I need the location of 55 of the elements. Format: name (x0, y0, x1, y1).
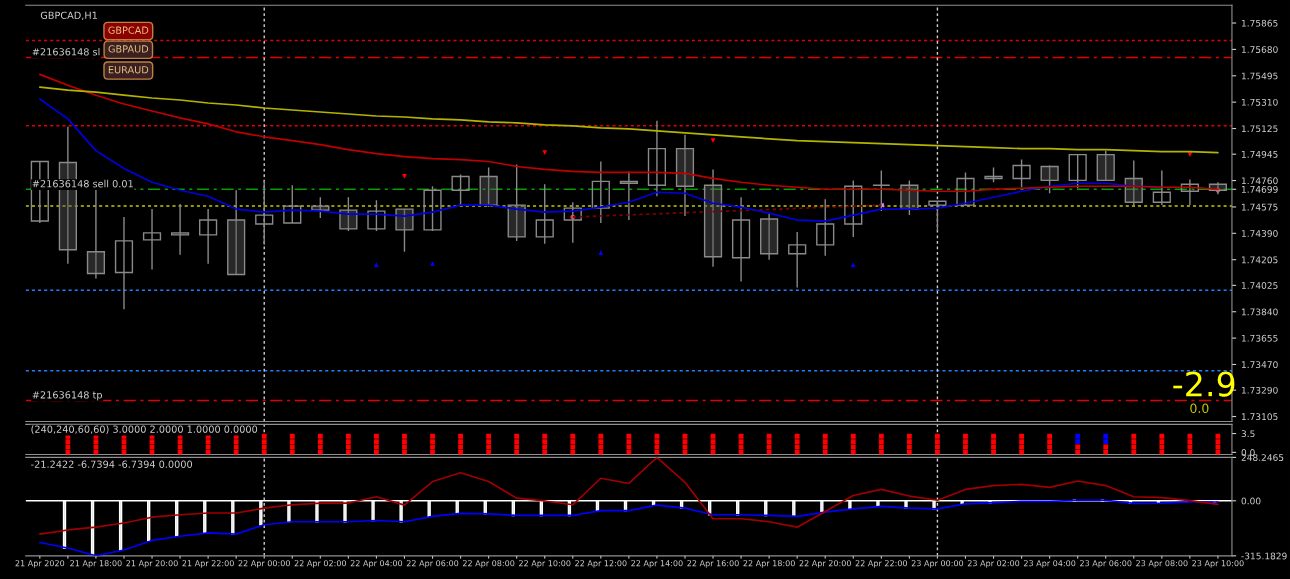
annotation: GBPCAD (108, 26, 149, 34)
annotation: -2.9 (1173, 371, 1235, 397)
y-tick-label: 1.75865 (1241, 19, 1278, 27)
x-tick-label: 23 Apr 06:00 (1080, 560, 1132, 568)
y-tick-label: 248.2465 (1241, 454, 1284, 461)
ref-line-label: #21636148 tp (32, 391, 102, 401)
y-tick-label: 1.73105 (1241, 413, 1278, 421)
x-tick-label: 23 Apr 04:00 (1023, 560, 1076, 568)
y-tick-label: 1.75310 (1241, 98, 1278, 106)
x-tick-label: 22 Apr 16:00 (687, 560, 739, 568)
annotation: 0.0 (1190, 403, 1209, 414)
annotation: GBPAUD (108, 45, 149, 53)
y-tick-label: 1.75125 (1241, 125, 1278, 133)
x-tick-label: 23 Apr 00:00 (911, 560, 964, 568)
y-tick-label: 1.73470 (1241, 361, 1278, 369)
y-tick-label: 1.74575 (1241, 203, 1278, 211)
x-tick-label: 22 Apr 08:00 (462, 560, 515, 568)
y-tick-label: 1.73655 (1241, 334, 1278, 342)
y-tick-label: 1.74390 (1241, 230, 1278, 237)
chart-title: (240,240,60,60) 3.0000 2.0000 1.0000 0.0000 (31, 425, 258, 434)
x-tick-label: 22 Apr 00:00 (238, 560, 290, 568)
y-tick-label: 1.75680 (1241, 46, 1278, 53)
x-tick-label: 21 Apr 2020 (15, 560, 65, 568)
y-tick-label: 1.73840 (1241, 308, 1278, 316)
x-tick-label: 22 Apr 12:00 (575, 560, 627, 568)
x-tick-label: 22 Apr 14:00 (631, 560, 683, 568)
y-tick-label: 1.74760 (1241, 177, 1278, 185)
y-tick-label: 1.74945 (1241, 150, 1278, 158)
x-tick-label: 23 Apr 08:00 (1136, 560, 1188, 568)
y-tick-label: 1.74699 (1241, 186, 1278, 193)
ref-line-label: #21636148 sell 0.01 (32, 179, 133, 188)
annotation: EURAUD (108, 66, 149, 74)
text: GBPCAD,H1 (40, 11, 97, 20)
x-tick-label: 23 Apr 02:00 (967, 560, 1020, 568)
x-tick-label: 21 Apr 20:00 (126, 560, 178, 568)
y-tick-label: 1.75495 (1241, 72, 1278, 80)
x-tick-label: 22 Apr 02:00 (294, 560, 347, 568)
y-tick-label: 0.0 (1241, 449, 1255, 456)
x-tick-label: 22 Apr 04:00 (350, 560, 403, 568)
y-tick-label: 1.73290 (1241, 386, 1278, 394)
chart-title: -21.2422 -6.7394 -6.7394 0.0000 (31, 460, 193, 468)
x-tick-label: 22 Apr 10:00 (519, 560, 571, 568)
y-tick-label: 3.5 (1241, 430, 1255, 438)
y-tick-label: 1.74205 (1241, 256, 1278, 264)
y-tick-label: -315.1829 (1241, 552, 1287, 560)
x-tick-label: 22 Apr 06:00 (406, 560, 459, 568)
x-tick-label: 21 Apr 22:00 (182, 560, 234, 568)
y-tick-label: 1.74025 (1241, 282, 1278, 289)
x-tick-label: 22 Apr 18:00 (743, 560, 795, 568)
x-tick-label: 21 Apr 18:00 (70, 560, 122, 568)
x-tick-label: 23 Apr 10:00 (1192, 560, 1244, 568)
x-tick-label: 22 Apr 20:00 (799, 560, 851, 568)
y-tick-label: 0.00 (1241, 497, 1261, 505)
x-tick-label: 22 Apr 22:00 (855, 560, 908, 568)
ref-line-label: #21636148 sl (32, 47, 100, 56)
